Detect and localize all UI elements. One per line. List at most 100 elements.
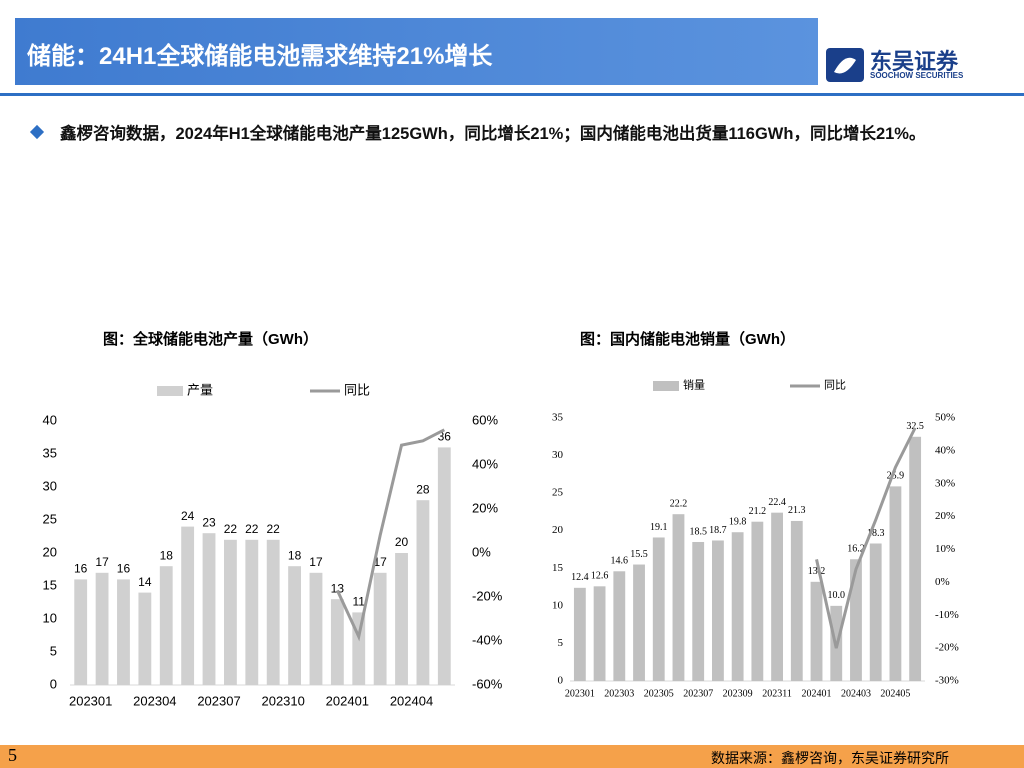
- bar: [751, 521, 764, 681]
- data-label: 18.7: [709, 525, 727, 536]
- line-series: [815, 427, 917, 649]
- x-tick-label: 202304: [133, 693, 176, 708]
- bar: [224, 539, 237, 685]
- logo-text: 东吴证券: [870, 49, 959, 74]
- x-tick-label: 202305: [644, 688, 674, 699]
- data-label: 12.6: [591, 571, 609, 582]
- y-tick-label: 30: [43, 478, 57, 493]
- y-tick-label: 20: [552, 524, 564, 536]
- x-tick-label: 202307: [197, 693, 240, 708]
- page-number: 5: [8, 745, 17, 765]
- bar: [330, 599, 344, 685]
- bar: [181, 526, 195, 685]
- logo-mark: [826, 48, 864, 82]
- data-label: 19.8: [729, 517, 747, 528]
- y-tick-label: 25: [552, 487, 564, 499]
- bar: [245, 539, 259, 685]
- data-label: 14.6: [611, 556, 629, 567]
- y2-tick-label: -30%: [935, 675, 959, 687]
- bar: [159, 566, 173, 685]
- y-tick-label: 5: [558, 637, 564, 649]
- data-label: 10.0: [828, 590, 846, 601]
- y2-tick-label: 30%: [935, 477, 955, 489]
- chart-title: 图：全球储能电池产量（GWh）: [103, 330, 318, 348]
- y-tick-label: 20: [43, 544, 57, 559]
- data-label: 19.1: [650, 522, 668, 533]
- y2-tick-label: 10%: [935, 543, 955, 555]
- data-label: 12.4: [571, 572, 589, 583]
- y2-tick-label: 20%: [472, 500, 498, 515]
- bar: [692, 541, 705, 681]
- bar: [288, 566, 301, 685]
- y2-tick-label: -60%: [472, 676, 503, 691]
- header-banner: 储能：24H1全球储能电池需求维持21%增长: [15, 18, 818, 85]
- data-label: 21.2: [749, 506, 767, 517]
- y-tick-label: 35: [43, 445, 57, 460]
- logo-en: SOOCHOW SECURITIES: [870, 71, 964, 80]
- y-tick-label: 30: [552, 449, 564, 461]
- y-tick-label: 0: [558, 675, 564, 687]
- bar: [771, 512, 783, 681]
- bar: [633, 564, 645, 681]
- bar: [869, 543, 882, 681]
- bullet-text: 鑫椤咨询数据，2024年H1全球储能电池产量125GWh，同比增长21%；国内储…: [60, 125, 926, 143]
- y-tick-label: 5: [50, 643, 57, 658]
- y-tick-label: 10: [43, 610, 57, 625]
- footer-bar: [0, 745, 1024, 768]
- y2-tick-label: 40%: [472, 456, 498, 471]
- slide-title: 储能：24H1全球储能电池需求维持21%增长: [27, 43, 493, 70]
- bar: [652, 537, 665, 681]
- bar: [593, 586, 606, 681]
- header-rule: [0, 93, 1024, 96]
- y2-tick-label: 20%: [935, 510, 955, 522]
- y2-tick-label: -10%: [935, 609, 959, 621]
- data-label: 17: [95, 555, 109, 569]
- y-tick-label: 15: [552, 562, 564, 574]
- data-label: 22: [245, 522, 259, 536]
- data-label: 18.3: [867, 528, 885, 539]
- bar: [266, 539, 280, 685]
- legend-label: 销量: [683, 378, 705, 392]
- data-label: 22: [267, 522, 281, 536]
- x-tick-label: 202405: [880, 688, 910, 699]
- x-tick-label: 202301: [565, 688, 595, 699]
- legend-swatch: [653, 381, 679, 391]
- legend-swatch: [157, 386, 183, 396]
- y-tick-label: 15: [43, 577, 57, 592]
- y2-tick-label: 40%: [935, 444, 955, 456]
- data-label: 28: [416, 482, 430, 496]
- chart-title: 图：国内储能电池销量（GWh）: [580, 330, 795, 348]
- y2-tick-label: -20%: [935, 642, 959, 654]
- data-label: 25.9: [887, 471, 905, 482]
- data-label: 18: [160, 548, 174, 562]
- data-label: 16: [74, 562, 88, 576]
- bar: [416, 500, 430, 685]
- line-series: [335, 428, 445, 642]
- bar: [573, 587, 586, 681]
- bar: [373, 572, 387, 685]
- bar: [810, 581, 823, 681]
- data-label: 22.2: [670, 498, 688, 509]
- x-tick-label: 202404: [390, 693, 433, 708]
- data-label: 17: [309, 555, 323, 569]
- y2-tick-label: 0%: [935, 576, 950, 588]
- legend-label: 产量: [187, 382, 213, 397]
- bar: [672, 514, 685, 681]
- x-tick-label: 202401: [802, 688, 832, 699]
- legend-label: 同比: [344, 382, 370, 397]
- bar: [117, 579, 130, 685]
- data-label: 13: [331, 581, 345, 595]
- data-label: 15.5: [630, 549, 648, 560]
- bar: [309, 572, 323, 685]
- bar: [850, 559, 862, 681]
- x-tick-label: 202309: [723, 688, 753, 699]
- data-label: 32.5: [906, 421, 924, 432]
- y2-tick-label: 60%: [472, 412, 498, 427]
- x-tick-label: 202311: [762, 688, 792, 699]
- y-tick-label: 40: [43, 412, 57, 427]
- x-tick-label: 202301: [69, 693, 112, 708]
- bar: [138, 592, 152, 685]
- x-tick-label: 202401: [326, 693, 369, 708]
- charts: 图：全球储能电池产量（GWh） 0 5 10 15 20 25 30 35 40 -60% -40% -…: [43, 330, 959, 708]
- data-label: 17: [373, 555, 387, 569]
